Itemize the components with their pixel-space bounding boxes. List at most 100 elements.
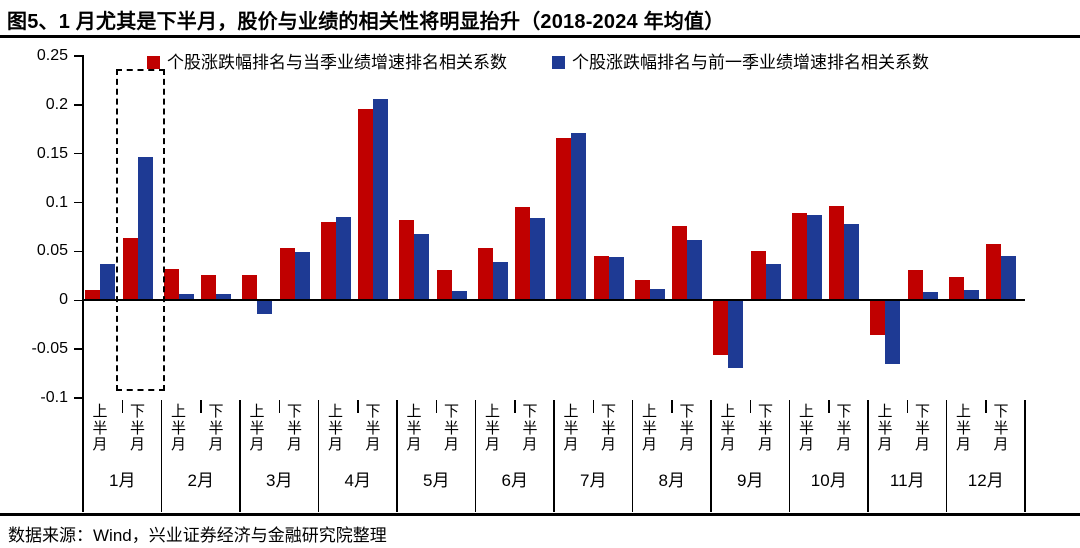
footer-divider xyxy=(0,513,1080,516)
bar-current-quarter xyxy=(399,220,414,301)
half-month-label: 下半月 xyxy=(129,403,145,453)
half-month-label: 上半月 xyxy=(327,403,343,453)
bar-previous-quarter xyxy=(216,294,231,301)
month-separator xyxy=(396,400,398,512)
legend-item-current-quarter: 个股涨跌幅排名与当季业绩增速排名相关系数 xyxy=(147,54,507,71)
month-label: 9月 xyxy=(737,471,764,490)
half-month-label: 下半月 xyxy=(365,403,381,453)
bar-previous-quarter xyxy=(728,301,743,368)
month-separator xyxy=(788,400,791,512)
y-axis-tick xyxy=(74,55,83,57)
month-label: 11月 xyxy=(889,471,925,490)
half-month-label: 上半月 xyxy=(955,403,971,453)
month-label: 8月 xyxy=(658,471,685,490)
half-month-label: 下半月 xyxy=(914,403,930,453)
y-tick-label: 0.05 xyxy=(36,242,68,260)
bar-current-quarter xyxy=(829,205,844,301)
bar-previous-quarter xyxy=(765,264,781,301)
bar-current-quarter xyxy=(515,206,530,301)
bar-previous-quarter xyxy=(608,257,624,301)
month-separator xyxy=(317,400,320,512)
half-month-label: 下半月 xyxy=(443,403,459,453)
bar-current-quarter xyxy=(593,256,609,301)
bar-previous-quarter xyxy=(257,301,272,314)
legend-label-previous-quarter: 个股涨跌幅排名与前一季业绩增速排名相关系数 xyxy=(572,53,929,72)
bar-current-quarter xyxy=(986,243,1001,301)
y-axis-tick xyxy=(74,397,83,399)
half-month-label: 下半月 xyxy=(286,403,302,453)
bar-previous-quarter xyxy=(687,239,702,301)
bar-current-quarter xyxy=(948,276,964,301)
bar-current-quarter xyxy=(870,301,885,336)
bar-current-quarter xyxy=(201,274,216,301)
half-month-label: 上半月 xyxy=(170,403,186,453)
bar-current-quarter xyxy=(713,301,728,355)
bar-previous-quarter xyxy=(530,218,545,301)
bar-current-quarter xyxy=(320,222,336,301)
half-month-label: 下半月 xyxy=(679,403,695,453)
legend-label-current-quarter: 个股涨跌幅排名与当季业绩增速排名相关系数 xyxy=(167,53,507,72)
month-separator xyxy=(710,400,712,512)
bar-current-quarter xyxy=(750,251,766,301)
bar-current-quarter xyxy=(672,226,687,301)
month-label: 10月 xyxy=(810,471,847,490)
bar-previous-quarter xyxy=(100,264,115,301)
bar-current-quarter xyxy=(122,237,138,301)
half-month-tick xyxy=(749,400,751,413)
y-tick-label: 0.2 xyxy=(45,95,68,113)
half-month-label: 上半月 xyxy=(877,403,893,453)
y-axis-tick xyxy=(74,152,83,155)
half-month-label: 上半月 xyxy=(641,403,657,453)
month-separator xyxy=(239,400,241,512)
highlight-dashed-box xyxy=(116,69,165,391)
half-month-tick xyxy=(357,400,359,413)
bar-current-quarter xyxy=(436,270,452,301)
bar-previous-quarter xyxy=(137,156,153,301)
month-separator xyxy=(867,400,869,512)
y-axis-tick xyxy=(74,299,83,302)
legend-item-previous-quarter: 个股涨跌幅排名与前一季业绩增速排名相关系数 xyxy=(552,54,929,71)
bar-previous-quarter xyxy=(922,291,938,301)
half-month-label: 下半月 xyxy=(757,403,773,453)
half-month-label: 下半月 xyxy=(522,403,538,453)
half-month-label: 上半月 xyxy=(720,403,736,453)
half-month-tick xyxy=(121,400,123,413)
bar-previous-quarter xyxy=(1001,256,1016,301)
y-tick-label: -0.1 xyxy=(40,389,68,406)
legend-swatch-current-quarter-icon xyxy=(147,56,160,69)
month-label: 7月 xyxy=(580,471,607,490)
bar-previous-quarter xyxy=(451,290,467,301)
bar-previous-quarter xyxy=(844,224,859,301)
y-tick-label: -0.05 xyxy=(31,340,68,358)
month-separator xyxy=(553,400,555,512)
half-month-tick xyxy=(592,400,594,413)
y-axis-tick xyxy=(74,250,83,253)
half-month-label: 下半月 xyxy=(600,403,616,453)
y-tick-label: 0.15 xyxy=(36,144,68,162)
title-divider xyxy=(0,35,1080,38)
bar-current-quarter xyxy=(477,247,493,301)
half-month-label: 上半月 xyxy=(249,403,265,453)
half-month-label: 上半月 xyxy=(406,403,422,453)
month-label: 6月 xyxy=(501,471,528,490)
zero-line xyxy=(83,299,1025,302)
legend-swatch-previous-quarter-icon xyxy=(552,56,565,69)
bar-current-quarter xyxy=(85,289,100,301)
y-tick-label: 0.1 xyxy=(45,193,68,211)
bar-current-quarter xyxy=(242,274,257,301)
bar-previous-quarter xyxy=(492,262,508,301)
y-tick-label: 0 xyxy=(59,291,68,309)
bar-current-quarter xyxy=(556,138,571,301)
y-axis-line xyxy=(81,55,84,400)
bar-current-quarter xyxy=(634,279,650,301)
month-label: 12月 xyxy=(967,471,1004,490)
bar-current-quarter xyxy=(791,213,807,301)
month-label: 4月 xyxy=(344,471,371,490)
bar-previous-quarter xyxy=(885,301,900,364)
month-separator xyxy=(474,400,477,512)
bar-previous-quarter xyxy=(571,133,586,301)
bar-previous-quarter xyxy=(649,288,665,301)
month-label: 5月 xyxy=(423,471,450,490)
figure-title: 图5、1 月尤其是下半月，股价与业绩的相关性将明显抬升（2018-2024 年均… xyxy=(7,11,725,33)
